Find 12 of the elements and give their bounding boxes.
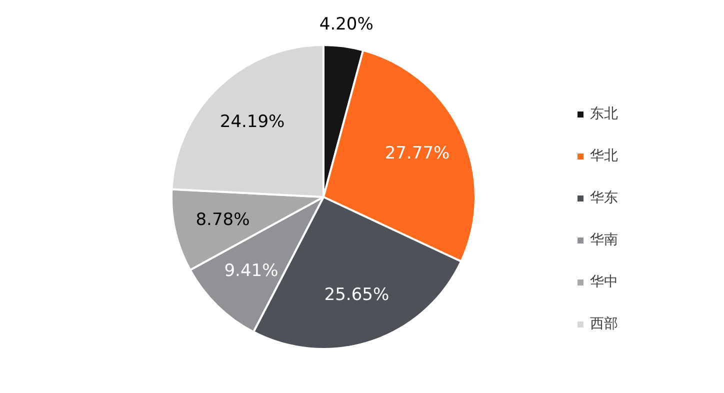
legend-label: 东北	[590, 105, 618, 123]
data-label: 4.20%	[319, 14, 374, 35]
data-label: 27.77%	[384, 143, 450, 164]
data-label: 8.78%	[196, 210, 250, 230]
legend-label: 西部	[590, 315, 618, 333]
legend-label: 华中	[590, 273, 618, 291]
legend-label: 华南	[590, 231, 618, 249]
data-label: 24.19%	[220, 112, 285, 132]
legend-label: 华东	[590, 189, 618, 207]
data-label: 9.41%	[224, 260, 278, 281]
legend-label: 华北	[590, 147, 618, 165]
data-label: 25.65%	[324, 284, 390, 305]
